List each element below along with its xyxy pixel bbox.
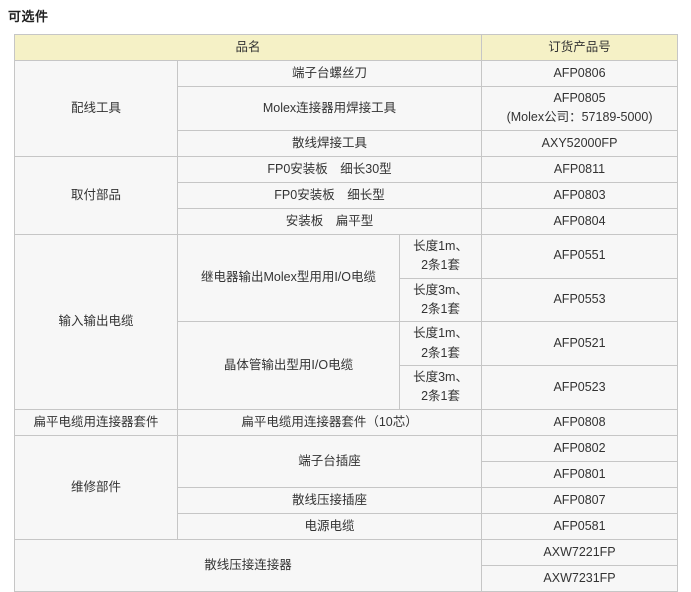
- category-cell: 输入输出电缆: [14, 233, 178, 410]
- order-number-cell: AFP0806: [481, 60, 679, 87]
- table-row: 长度3m、 2条1套 AFP0523: [15, 365, 679, 410]
- table-row: 晶体管输出型用I/O电缆 长度1m、 2条1套 AFP0521: [15, 321, 679, 410]
- table-row: 取付部品 FP0安装板 细长30型 AFP0811: [14, 155, 679, 235]
- category-cell: 扁平电缆用连接器套件: [14, 408, 178, 436]
- product-name-cell: Molex连接器用焊接工具: [176, 86, 483, 131]
- header-order-number: 订货产品号: [481, 34, 679, 61]
- table-row: 安装板 扁平型 AFP0804: [15, 207, 679, 235]
- category-cell: 配线工具: [14, 60, 178, 157]
- product-name-cell: 散线焊接工具: [176, 129, 483, 157]
- product-name-cell: 电源电缆: [176, 512, 483, 540]
- table-row: 扁平电缆用连接器套件 扁平电缆用连接器套件（10芯） AFP0808: [14, 408, 679, 436]
- product-name-cell: 端子台螺丝刀: [176, 60, 483, 87]
- order-number-cell: AFP0801: [481, 460, 679, 488]
- length-spec-cell: 长度3m、 2条1套: [398, 365, 483, 410]
- product-name-cell: FP0安装板 细长30型: [176, 155, 483, 183]
- order-number-cell: AFP0551: [481, 233, 679, 279]
- product-name-cell: 安装板 扁平型: [176, 207, 483, 235]
- table-row: 配线工具 端子台螺丝刀 AFP0806: [14, 60, 679, 157]
- optional-parts-table: 品名 订货产品号 配线工具 端子台螺丝刀 AFP0806 Molex连接器用焊接…: [13, 34, 679, 592]
- order-number-cell: AFP0553: [481, 277, 679, 323]
- table-row: 散线焊接工具 AXY52000FP: [15, 129, 679, 157]
- table-row: 维修部件 端子台插座 AFP0802: [14, 434, 679, 540]
- product-name-cell: 继电器输出Molex型用用I/O电缆: [177, 233, 400, 323]
- header-product-name: 品名: [13, 34, 483, 61]
- product-name-cell: 扁平电缆用连接器套件（10芯）: [176, 408, 483, 436]
- order-number-cell: AXY52000FP: [481, 129, 679, 157]
- table-row: 散线压接连接器 AXW7221FP: [13, 538, 679, 592]
- order-number-cell: AFP0581: [481, 512, 679, 540]
- table-row: 电源电缆 AFP0581: [15, 512, 679, 540]
- length-spec-cell: 长度3m、 2条1套: [398, 277, 483, 323]
- order-number-cell: AFP0811: [481, 155, 679, 183]
- order-number-cell: AFP0521: [481, 321, 679, 366]
- order-number-cell: AFP0805 (Molex公司：57189-5000): [481, 86, 679, 131]
- product-name-cell: 晶体管输出型用I/O电缆: [177, 321, 400, 410]
- product-name-cell: 散线压接插座: [176, 486, 483, 514]
- order-number-cell: AXW7231FP: [481, 564, 679, 592]
- order-number-cell: AFP0807: [481, 486, 679, 514]
- table-row: 散线压接插座 AFP0807: [15, 486, 679, 514]
- table-row: AFP0801: [15, 460, 679, 488]
- product-name-cell: 端子台插座: [176, 434, 483, 488]
- order-number-cell: AXW7221FP: [481, 538, 679, 566]
- order-number-cell: AFP0802: [481, 434, 679, 462]
- order-number-cell: AFP0523: [481, 365, 679, 410]
- order-number-cell: AFP0808: [481, 408, 679, 436]
- length-spec-cell: 长度1m、 2条1套: [398, 233, 483, 279]
- category-cell: 维修部件: [14, 434, 178, 540]
- table-header-row: 品名 订货产品号: [13, 34, 679, 61]
- page-title: 可选件: [8, 9, 49, 24]
- table-row: 输入输出电缆 继电器输出Molex型用用I/O电缆 长度1m、 2条1套 AFP…: [14, 233, 679, 410]
- product-name-cell: FP0安装板 细长型: [176, 181, 483, 209]
- order-number-cell: AFP0803: [481, 181, 679, 209]
- order-number-cell: AFP0804: [481, 207, 679, 235]
- length-spec-cell: 长度1m、 2条1套: [398, 321, 483, 366]
- category-cell: 取付部品: [14, 155, 178, 235]
- table-row: 长度3m、 2条1套 AFP0553: [15, 277, 679, 323]
- product-name-cell: 散线压接连接器: [13, 538, 483, 592]
- table-row: Molex连接器用焊接工具 AFP0805 (Molex公司：57189-500…: [15, 86, 679, 131]
